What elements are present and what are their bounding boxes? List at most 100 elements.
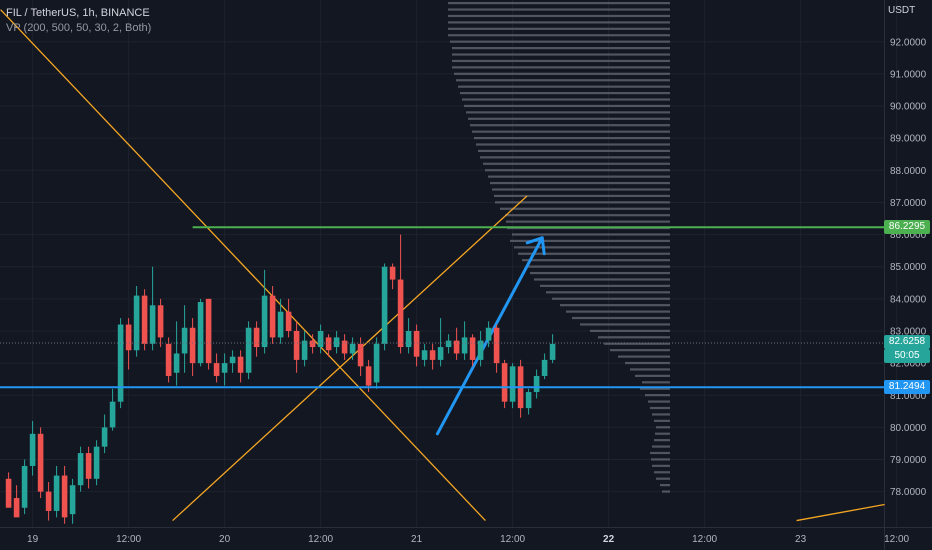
volume-profile-bar — [448, 21, 670, 24]
candle-body — [109, 401, 116, 428]
candle-body — [173, 353, 180, 373]
candle-body — [45, 491, 52, 511]
volume-profile-bar — [552, 297, 670, 300]
x-tick-label: 12:00 — [884, 534, 909, 545]
volume-profile-bar — [635, 374, 670, 377]
volume-profile-bar — [642, 381, 670, 384]
candle-body — [381, 266, 388, 344]
volume-profile-bar — [660, 484, 670, 487]
candle-body — [125, 324, 132, 351]
volume-profile-bar — [630, 368, 670, 371]
candle-body — [357, 343, 364, 367]
y-tick-label: 84.0000 — [890, 294, 927, 305]
volume-profile-bar — [452, 53, 670, 56]
volume-profile-bar — [472, 130, 670, 133]
volume-profile-bar — [490, 181, 670, 185]
volume-profile-bar — [500, 207, 670, 210]
volume-profile-bar — [476, 143, 670, 146]
candle-body — [253, 327, 260, 348]
candle-body — [349, 343, 356, 354]
volume-profile-bar — [651, 458, 670, 461]
candle-body — [413, 330, 420, 357]
volume-profile-bar — [458, 85, 670, 88]
x-tick-label: 19 — [27, 534, 39, 545]
horizontal-levels — [0, 226, 884, 389]
candle-body — [429, 350, 436, 360]
candle-body — [317, 330, 324, 348]
currency-label: USDT — [888, 5, 916, 16]
candle-body — [445, 340, 452, 348]
y-tick-label: 86.0000 — [890, 230, 927, 241]
volume-profile-bar — [518, 252, 670, 255]
volume-profile-bar — [510, 239, 670, 243]
candle-body — [29, 433, 36, 466]
volume-profile-bar — [618, 355, 670, 358]
volume-profile-bar — [640, 387, 670, 390]
candle-body — [261, 295, 268, 348]
volume-profile-bar — [478, 149, 670, 153]
candle-body — [285, 311, 292, 331]
x-tick-label: 23 — [795, 534, 807, 545]
candle-body — [205, 298, 212, 364]
volume-profile-bar — [450, 40, 670, 43]
symbol-title: FIL / TetherUS, 1h, BINANCE — [6, 7, 150, 19]
candle-body — [397, 279, 404, 348]
candle-body — [133, 295, 140, 351]
y-tick-label: 88.0000 — [890, 166, 927, 177]
volume-profile-bar — [512, 233, 670, 236]
volume-profile-bar — [530, 271, 670, 275]
candle-body — [229, 356, 236, 364]
y-tick-label: 85.0000 — [890, 262, 927, 273]
volume-profile-bar — [483, 162, 670, 165]
volume-profile-bar — [580, 323, 670, 326]
trend-line — [796, 503, 885, 522]
candle-body — [85, 453, 92, 479]
candles — [5, 234, 556, 524]
candle-body — [5, 478, 12, 508]
y-tick-label: 81.0000 — [890, 391, 927, 402]
candle-body — [293, 330, 300, 360]
candle-body — [549, 343, 556, 360]
y-axis: 78.0000 79.0000 80.0000 81.0000 82.0000 83.00… — [890, 37, 927, 498]
volume-profile-bar — [648, 400, 670, 403]
candle-body — [181, 327, 188, 354]
volume-profile-bar — [448, 14, 670, 18]
countdown-badge: 50:05 — [884, 349, 930, 363]
candle-body — [189, 327, 196, 364]
y-tick-label: 92.0000 — [890, 37, 927, 48]
candle-body — [493, 327, 500, 364]
candle-body — [197, 302, 204, 364]
candle-body — [149, 305, 156, 344]
y-tick-label: 79.0000 — [890, 455, 927, 466]
volume-profile-bar — [652, 413, 670, 416]
candle-body — [341, 340, 348, 354]
y-tick-label: 83.0000 — [890, 326, 927, 337]
x-tick-label: 22 — [603, 534, 615, 545]
arrow-head — [525, 236, 546, 256]
volume-profile-bar — [448, 2, 670, 5]
y-tick-label: 78.0000 — [890, 487, 927, 498]
candle-body — [437, 347, 444, 360]
volume-profile-bar — [462, 98, 670, 101]
x-tick-label: 20 — [219, 534, 231, 545]
volume-profile-bar — [610, 349, 670, 352]
candle-body — [93, 446, 100, 479]
candle-body — [157, 305, 164, 338]
volume-profile-bar — [495, 201, 670, 204]
candle-body — [101, 427, 108, 447]
y-tick-label: 89.0000 — [890, 134, 927, 145]
volume-profile-bar — [456, 79, 670, 82]
candle-body — [165, 343, 172, 376]
volume-profile-bar — [654, 419, 670, 422]
candle-body — [501, 363, 508, 402]
volume-profile-bar — [448, 8, 670, 11]
candle-body — [525, 392, 532, 409]
volume-profile-bar — [485, 169, 670, 172]
volume-profile-bar — [604, 342, 670, 345]
volume-profile-bar — [654, 439, 670, 442]
volume-profile-bar — [560, 304, 670, 307]
candle-body — [365, 366, 372, 386]
candle-body — [469, 337, 476, 360]
